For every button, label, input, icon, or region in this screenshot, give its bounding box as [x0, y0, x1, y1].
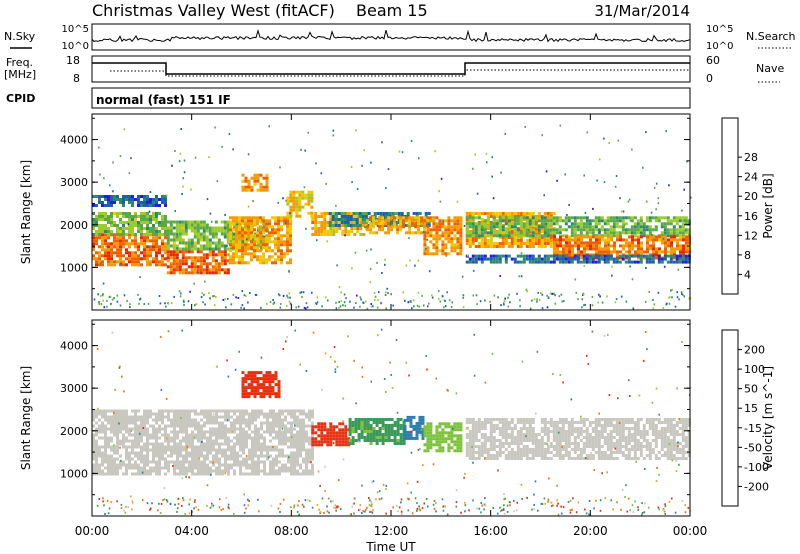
cpid-label: CPID	[6, 92, 35, 105]
noise-tick-top-right: 10^5	[706, 24, 733, 35]
y-tick-label: 4000	[60, 340, 88, 353]
data-band-13	[465, 216, 691, 238]
data-band-4	[403, 415, 425, 440]
power-y-ticks: 1000 2000 3000 4000	[60, 114, 691, 310]
data-band-6	[241, 173, 269, 192]
colorbar-tick-label: 12	[744, 229, 758, 242]
data-band-0	[92, 233, 167, 267]
data-band-0	[92, 409, 314, 476]
y-tick-label: 3000	[60, 382, 88, 395]
data-band-10	[366, 216, 427, 235]
colorbar-tick-label: 4	[744, 268, 751, 281]
nsky-label: N.Sky	[4, 30, 36, 43]
nave-tick-top: 60	[706, 54, 720, 67]
x-tick-label: 12:00	[374, 524, 409, 538]
colorbar-tick-label: 8	[744, 249, 751, 262]
power-colorbar: 4 8 12 16 20 24 28 Power [dB]	[721, 117, 775, 295]
noise-tick-top-left: 10^5	[62, 24, 89, 35]
date-label: 31/Mar/2014	[594, 2, 690, 20]
power-panel: 1000 2000 3000 4000 Slant Range [km]	[19, 113, 692, 311]
data-band-3	[348, 418, 406, 445]
frequency-trace	[92, 62, 690, 75]
data-band-5	[423, 422, 463, 453]
power-colorbar-label: Power [dB]	[761, 173, 775, 238]
noise-tick-bottom-right: 10^0	[706, 41, 733, 52]
frequency-strip: Freq. [MHz] 18 8 60 0 Nave	[4, 54, 784, 85]
colorbar-tick-label: 15	[744, 402, 758, 415]
velocity-colorbar-label: Velocity [m s^-1]	[761, 366, 775, 470]
time-x-ticks: 00:00 04:00 08:00 12:00 16:00 20:00 00:00	[75, 524, 708, 538]
y-tick-label: 2000	[60, 425, 88, 438]
colorbar-tick-label: 16	[744, 210, 758, 223]
data-band-1	[241, 371, 281, 399]
data-band-5	[229, 216, 292, 265]
nave-tick-bottom: 0	[706, 72, 713, 85]
y-tick-label: 1000	[60, 261, 88, 274]
data-band-15	[465, 254, 691, 264]
data-band-2	[92, 195, 167, 207]
colorbar-tick-label: 100	[744, 363, 765, 376]
x-tick-label: 00:00	[75, 524, 110, 538]
power-ylabel: Slant Range [km]	[19, 160, 33, 264]
colorbar-tick-label: 24	[744, 171, 758, 184]
power-data-marks	[92, 124, 692, 310]
colorbar-tick-label: 200	[744, 344, 765, 357]
x-tick-label: 00:00	[673, 524, 708, 538]
freq-label: Freq.	[6, 56, 33, 69]
beam-label: Beam 15	[356, 1, 428, 20]
noise-tick-bottom-left: 10^0	[62, 41, 89, 52]
x-tick-label: 16:00	[473, 524, 508, 538]
data-band-6	[465, 418, 691, 460]
noise-sky-trace	[91, 28, 691, 50]
y-tick-label: 2000	[60, 219, 88, 232]
colorbar-tick-label: -50	[744, 441, 762, 454]
colorbar-tick-label: -100	[744, 461, 769, 474]
data-band-11	[423, 216, 463, 256]
y-tick-label: 1000	[60, 467, 88, 480]
x-tick-label: 08:00	[274, 524, 309, 538]
data-band-3	[166, 250, 230, 275]
colorbar-tick-label: 28	[744, 151, 758, 164]
time-xlabel: Time UT	[365, 540, 416, 554]
freq-unit: [MHz]	[4, 68, 36, 81]
cpid-strip: CPID normal (fast) 151 IF	[6, 87, 691, 109]
nave-trace	[110, 69, 690, 77]
colorbar-tick-label: 20	[744, 190, 758, 203]
scatter-noise	[93, 124, 692, 310]
x-tick-label: 04:00	[174, 524, 209, 538]
velocity-data-marks	[92, 328, 692, 516]
velocity-ylabel: Slant Range [km]	[19, 366, 33, 470]
data-band-1	[92, 212, 167, 236]
colorbar-tick-label: -200	[744, 480, 769, 493]
station-title: Christmas Valley West (fitACF)	[92, 1, 335, 20]
data-band-2	[311, 422, 351, 447]
velocity-colorbar: 200 100 50 15 -15 -50 -100 -200 Velocity [m s^-…	[721, 329, 775, 507]
freq-tick-bottom: 8	[73, 72, 80, 85]
x-tick-label: 20:00	[573, 524, 608, 538]
velocity-y-ticks: 1000 2000 3000 4000	[60, 320, 691, 516]
data-band-7	[286, 190, 314, 218]
nsearch-label: N.Search	[746, 30, 796, 43]
y-tick-label: 3000	[60, 176, 88, 189]
colorbar-tick-label: 50	[744, 383, 758, 396]
noise-strip: N.Sky 10^5 10^0 10^5 10^0 N.Search	[4, 23, 796, 52]
nave-label: Nave	[756, 62, 784, 75]
cpid-text: normal (fast) 151 IF	[96, 93, 231, 107]
y-tick-label: 4000	[60, 134, 88, 147]
colorbar-tick-label: -15	[744, 422, 762, 435]
freq-tick-top: 18	[66, 54, 80, 67]
